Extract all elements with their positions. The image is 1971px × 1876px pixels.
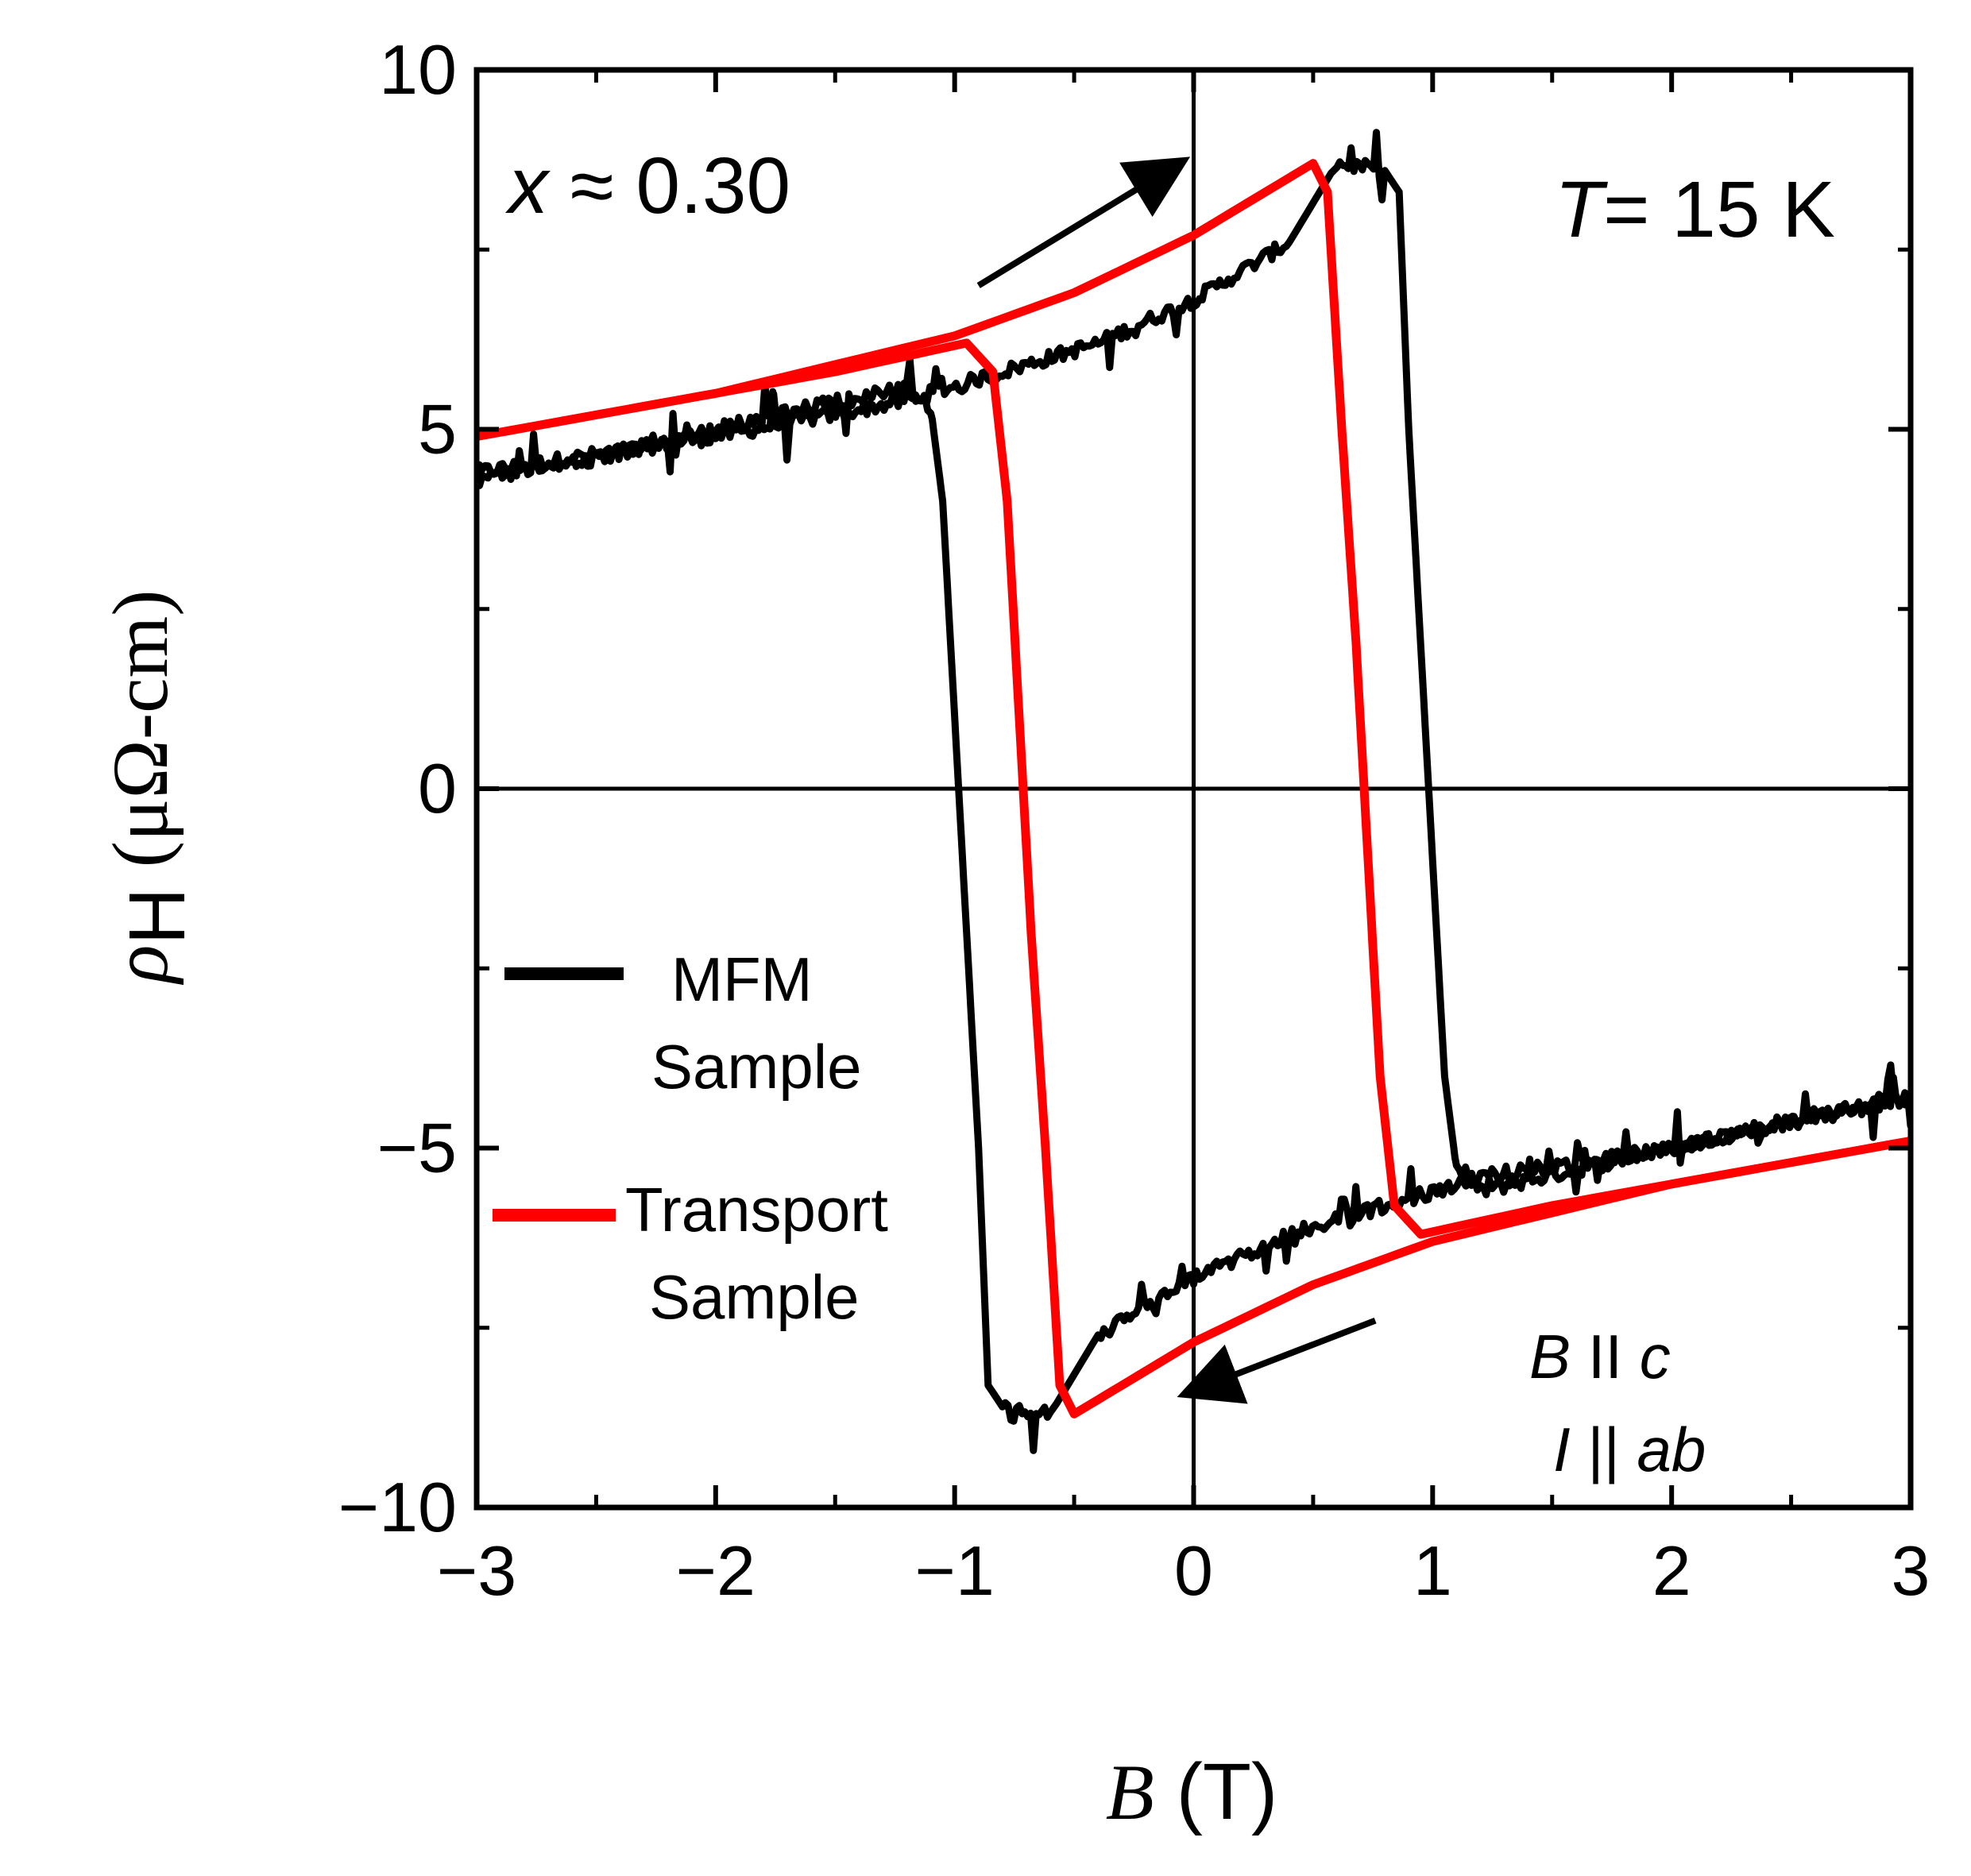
sweep-down-arrow [1177,1317,1377,1404]
legend-label-transport-line2: Sample [649,1262,859,1332]
x-tick-label: 0 [1174,1531,1213,1610]
legend-label-transport-line1: Transport [625,1175,888,1245]
x-tick-label: 2 [1652,1531,1691,1610]
y-tick-label: 10 [379,30,457,109]
temperature-annotation: T= 15 K [1555,165,1835,254]
y-tick-label: −10 [338,1468,457,1546]
series-group [477,129,1911,1454]
legend-label-mfm-line2: Sample [651,1032,861,1102]
x-tick-label: −1 [914,1531,994,1610]
x-axis-title: B (T) [1106,1747,1278,1836]
series-transport-down-sweep [477,338,1911,1419]
y-tick-label: −5 [377,1109,457,1187]
legend-label-mfm-line1: MFM [671,944,813,1014]
x-tick-label: 3 [1892,1531,1930,1610]
composition-annotation: x ≈ 0.30 [505,141,790,230]
x-tick-label: 1 [1413,1531,1452,1610]
sweep-up-arrow [976,156,1191,288]
current-direction-annotation: I || ab [1553,1415,1706,1484]
y-axis-title: ρH (μΩ-cm) [96,589,202,985]
series-transport-up-sweep [477,159,1911,1239]
legend: MFM Sample Transport Sample [493,944,888,1332]
y-tick-label: 5 [418,390,457,469]
x-tick-label: −2 [676,1531,756,1610]
field-direction-annotation: B II c [1529,1322,1671,1392]
x-tick-label: −3 [437,1531,516,1610]
arrows-group [976,156,1377,1404]
y-tick-label: 0 [418,749,457,828]
series-mfm-down-sweep [477,356,1911,1454]
